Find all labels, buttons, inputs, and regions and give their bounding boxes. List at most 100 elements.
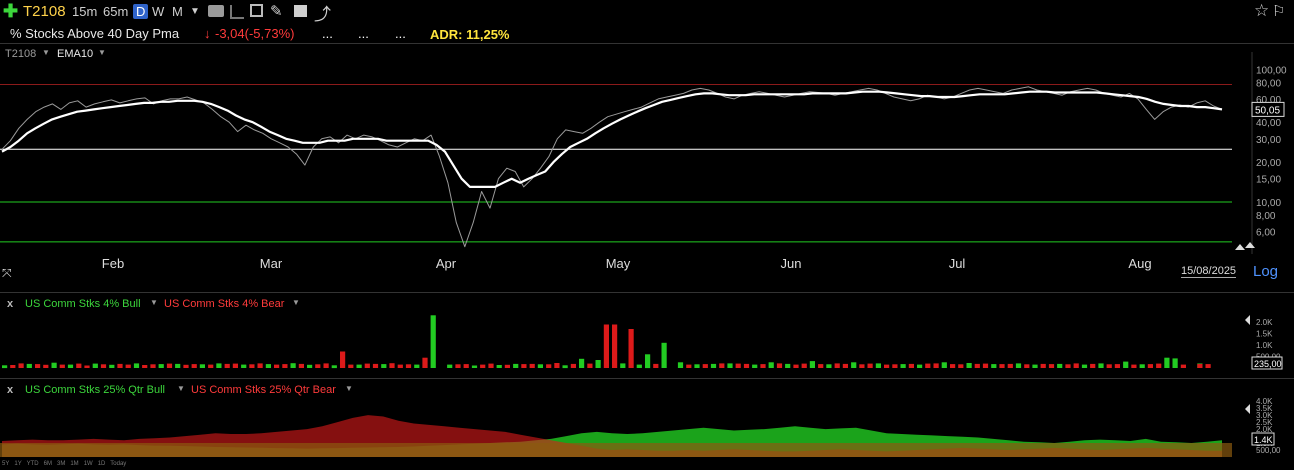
pane2-bear-dropdown-icon[interactable]: ▼	[292, 298, 300, 307]
bull-bar	[307, 364, 313, 368]
bear-bar	[982, 363, 989, 368]
bull-bar	[241, 364, 247, 368]
range-6m[interactable]: 6M	[43, 461, 52, 467]
bear-bar	[480, 364, 486, 368]
x-tick-label: Mar	[260, 256, 283, 271]
bear-bar	[719, 363, 725, 368]
bar-chart-icon[interactable]	[230, 5, 244, 19]
ema-label[interactable]: EMA10	[57, 48, 94, 60]
main-symbol-dropdown-icon[interactable]: ▼	[42, 48, 50, 57]
bull-bar	[356, 364, 362, 368]
expand-icon[interactable]: ⤧	[2, 266, 12, 280]
share-icon[interactable]: ⤴	[314, 5, 331, 24]
bear-bar	[389, 363, 395, 368]
bear-bar	[1048, 364, 1055, 368]
range-1d[interactable]: 1D	[97, 461, 106, 467]
pane3-bear-label[interactable]: US Comm Stks 25% Qtr Bear	[191, 384, 336, 396]
bull-bar	[1139, 364, 1145, 368]
pane2-close-button[interactable]: x	[7, 298, 14, 310]
chart-type-icon[interactable]	[208, 5, 224, 17]
price-line	[1, 86, 1223, 248]
interval-15m[interactable]: 15m	[72, 4, 98, 19]
main-chart[interactable]: 100,0080,0060,0050,0040,0030,0020,0015,0…	[0, 44, 1294, 292]
range-3m[interactable]: 3M	[56, 461, 66, 467]
y-tick-label: 100,00	[1256, 65, 1287, 76]
bear-bar	[933, 363, 939, 368]
bull-bar	[710, 363, 717, 368]
add-symbol-icon[interactable]: ✚	[3, 1, 19, 21]
scroll-up-icon	[1235, 244, 1245, 250]
bear-bar	[224, 363, 230, 368]
range-ytd[interactable]: YTD	[26, 461, 39, 467]
bear-bar	[859, 364, 865, 368]
range-5y[interactable]: 5Y	[2, 461, 10, 467]
bear-bar	[628, 329, 634, 368]
range-1m[interactable]: 1M	[70, 461, 79, 467]
pane3-bear-dropdown-icon[interactable]: ▼	[345, 384, 353, 393]
pane3-scroll-icon	[1245, 404, 1250, 414]
bull-bar	[677, 362, 684, 368]
pane2-bull-dropdown-icon[interactable]: ▼	[150, 298, 158, 307]
bull-bar	[199, 364, 205, 368]
bear-bar	[422, 357, 428, 368]
template-icon[interactable]	[294, 5, 307, 17]
bear-bar	[323, 363, 329, 368]
bull-bar	[414, 364, 420, 368]
bear-bar	[546, 364, 552, 368]
interval-dropdown-icon[interactable]: ▼	[190, 6, 200, 17]
interval-monthly[interactable]: M	[172, 4, 183, 19]
y-tick-label: 2.0K	[1256, 425, 1273, 434]
bear-bar	[35, 364, 41, 368]
bear-bar	[529, 363, 535, 368]
pane3-close-button[interactable]: x	[7, 384, 14, 396]
bear-bar	[743, 363, 750, 368]
bull-bar	[595, 360, 601, 368]
bull-bar	[785, 363, 791, 368]
bear-bar	[834, 363, 840, 368]
pane3-bull-label[interactable]: US Comm Stks 25% Qtr Bull	[25, 384, 165, 396]
dots-3[interactable]: ...	[395, 26, 406, 41]
bear-bar	[463, 364, 469, 368]
dots-1[interactable]: ...	[322, 26, 333, 41]
bull-bar	[727, 363, 733, 368]
bull-bar	[1123, 361, 1129, 368]
calculator-icon[interactable]	[250, 4, 263, 17]
interval-daily[interactable]: D	[133, 4, 149, 19]
dots-2[interactable]: ...	[358, 26, 369, 41]
y-tick-label: 500,00	[1256, 446, 1281, 455]
last-value-label: 235,00	[1254, 359, 1282, 369]
bear-bar	[76, 363, 82, 368]
pane2-bear-label[interactable]: US Comm Stks 4% Bear	[164, 298, 285, 310]
range-1y[interactable]: 1Y	[14, 461, 22, 467]
bull-bar	[768, 362, 774, 368]
bear-bar	[1090, 363, 1096, 368]
range-today[interactable]: Today	[110, 461, 127, 467]
symbol-label[interactable]: T2108	[23, 3, 66, 20]
bear-bar	[1073, 363, 1079, 368]
flag-icon[interactable]: ⚐	[1272, 3, 1286, 20]
divider	[0, 43, 1294, 44]
bear-bar	[298, 363, 304, 368]
bear-bar	[603, 324, 609, 368]
star-icon[interactable]: ☆	[1254, 1, 1270, 20]
main-symbol-label[interactable]: T2108	[5, 48, 37, 60]
pane2-bull-label[interactable]: US Comm Stks 4% Bull	[25, 298, 141, 310]
range-1w[interactable]: 1W	[83, 461, 93, 467]
bear-bar	[1180, 364, 1186, 368]
bear-bar	[100, 364, 107, 368]
log-scale-toggle[interactable]: Log	[1253, 263, 1279, 280]
x-tick-label: Jul	[949, 256, 966, 271]
ema-dropdown-icon[interactable]: ▼	[98, 48, 106, 57]
bear-bar	[397, 364, 403, 368]
pencil-icon[interactable]: ✎	[270, 3, 283, 20]
bull-bar	[216, 363, 222, 368]
bear-bar	[43, 364, 49, 368]
interval-65m[interactable]: 65m	[103, 4, 129, 19]
bear-bar	[958, 364, 964, 368]
x-tick-label: Feb	[102, 256, 124, 271]
bull-bar	[809, 361, 815, 368]
interval-weekly[interactable]: W	[152, 4, 165, 19]
pane3-bull-dropdown-icon[interactable]: ▼	[177, 384, 185, 393]
